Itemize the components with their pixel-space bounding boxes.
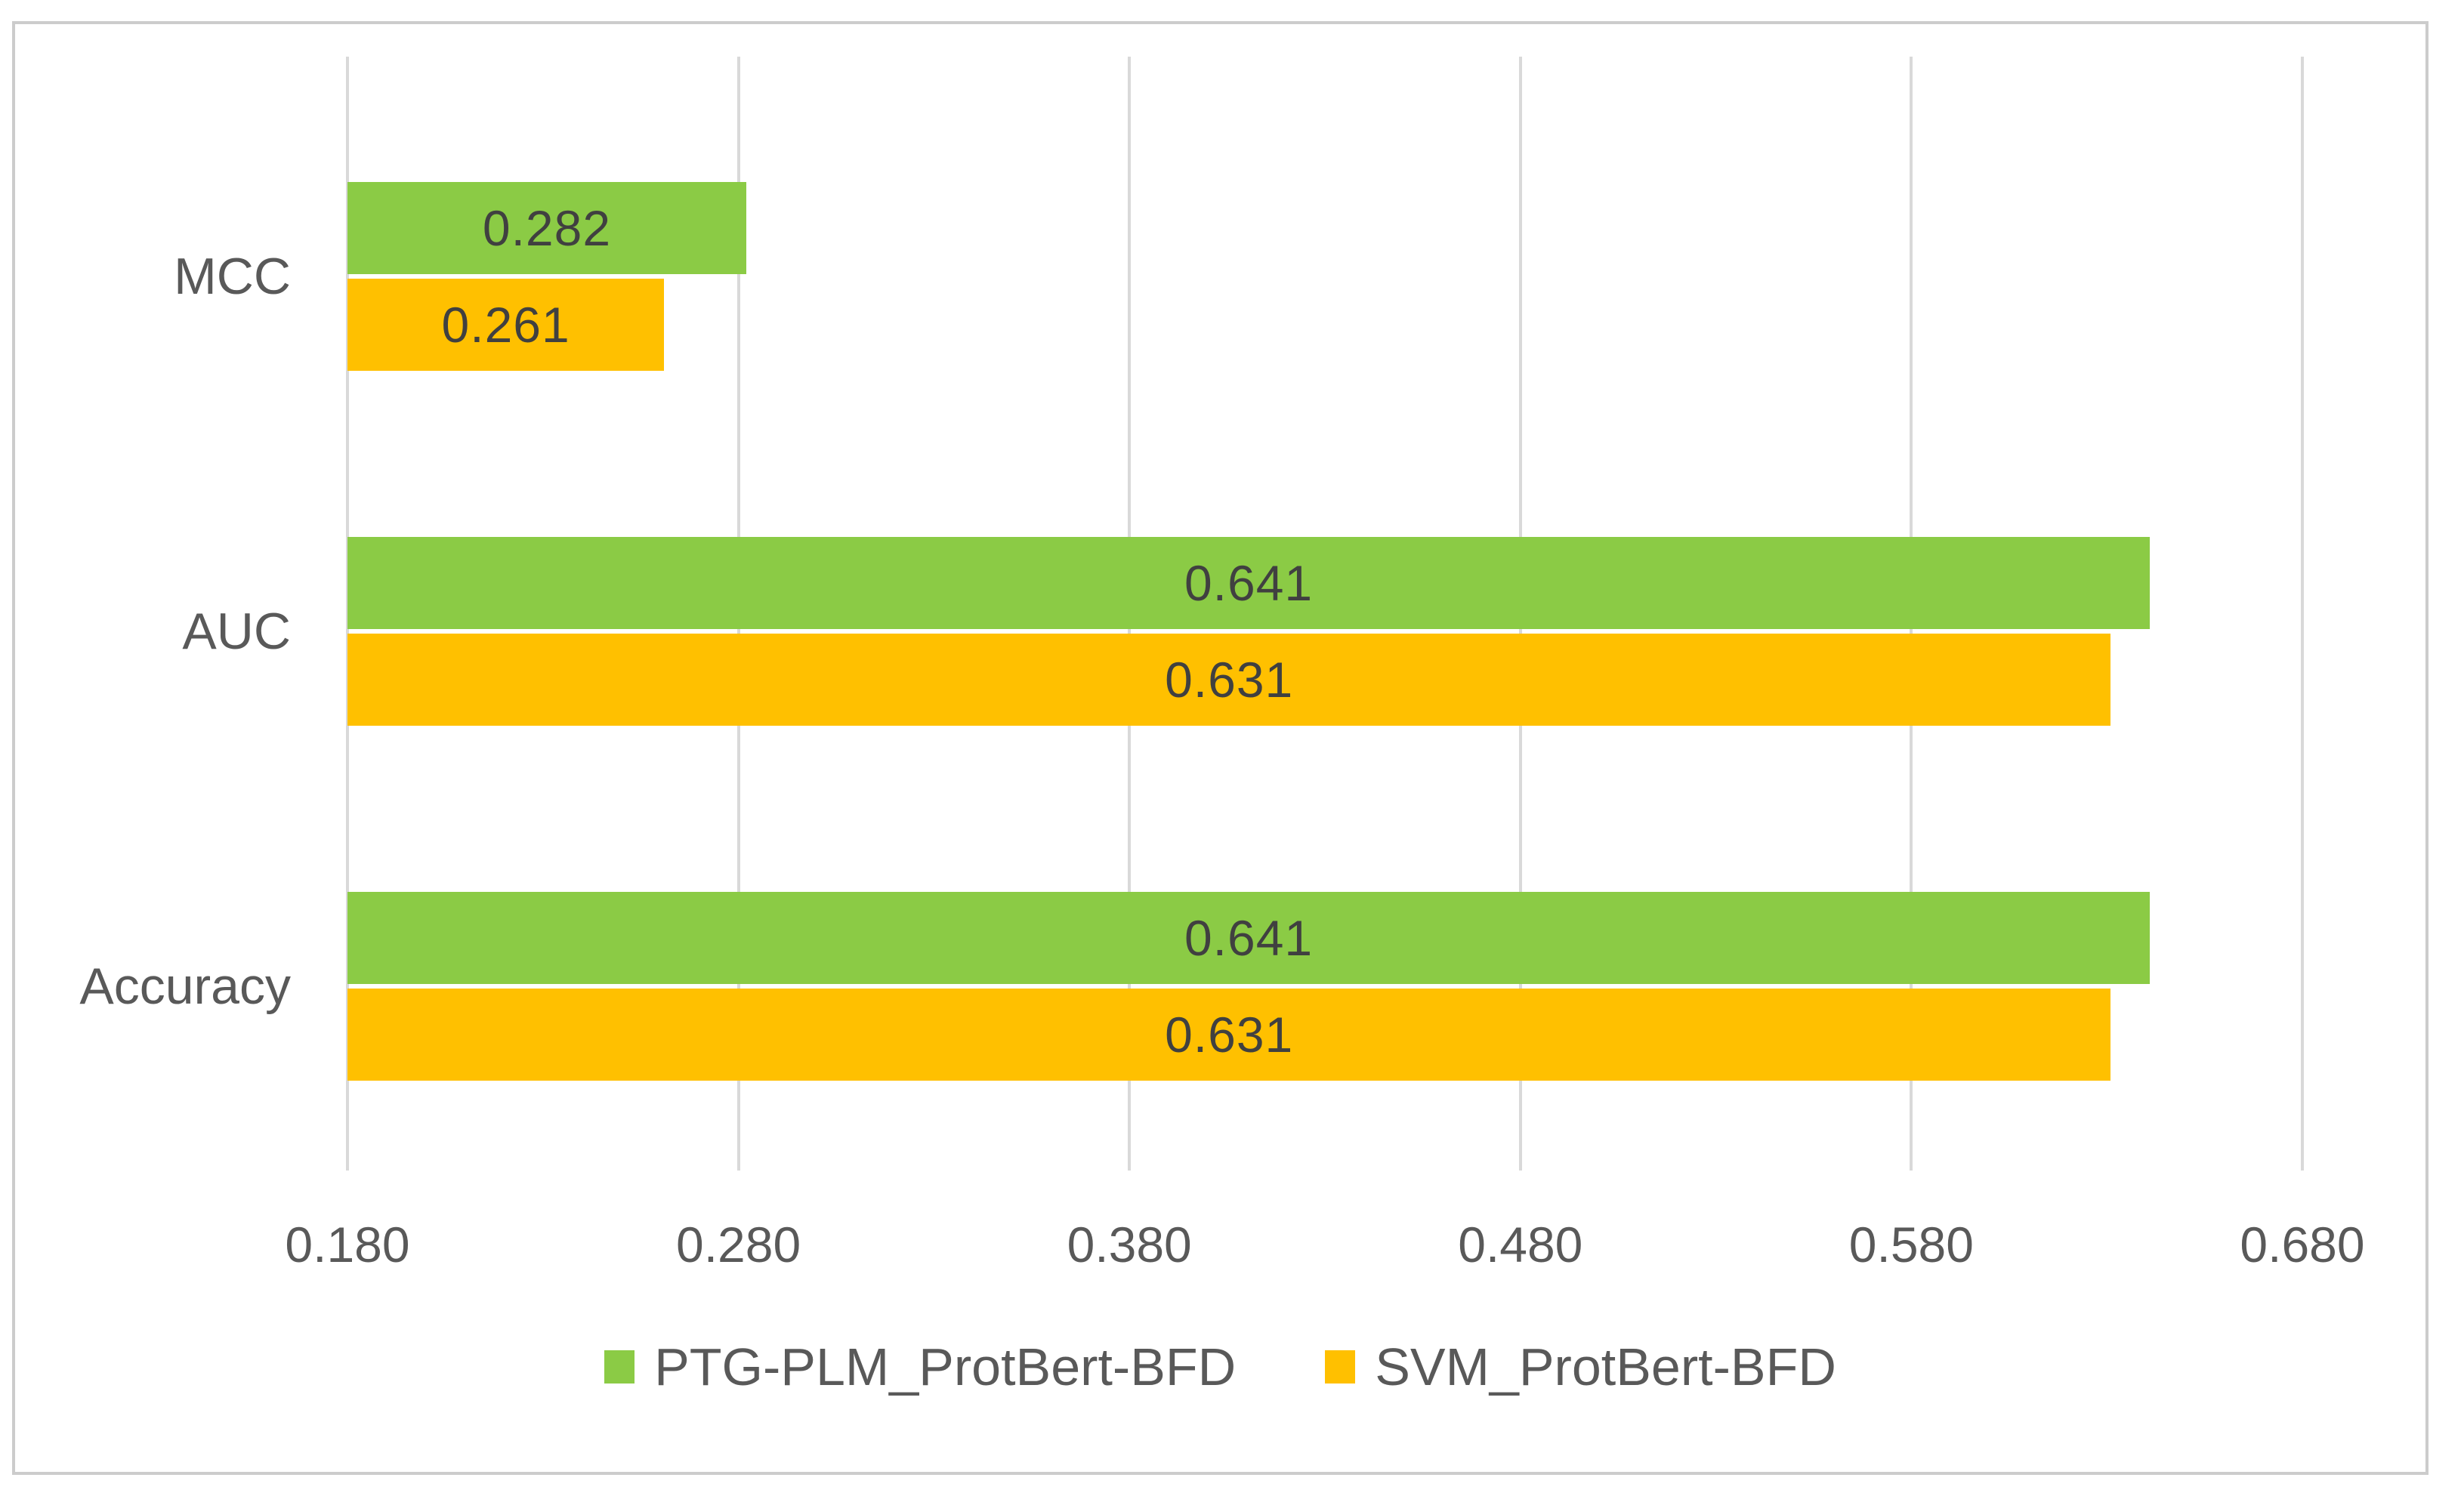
data-label: 0.282 (482, 200, 612, 256)
bar-SVM_ProtBert-BFD-AUC: 0.631 (347, 634, 2111, 726)
x-tick-label: 0.480 (1458, 1217, 1583, 1272)
legend-item: SVM_ProtBert-BFD (1325, 1337, 1836, 1397)
x-tick-label: 0.280 (676, 1217, 801, 1272)
x-tick-label: 0.380 (1067, 1217, 1192, 1272)
bar-PTG-PLM_ProtBert-BFD-MCC: 0.282 (347, 182, 746, 274)
chart-area: 0.282 0.261 0.641 0.631 0.641 0.631 MCC AUC Acc… (12, 21, 2428, 1475)
legend-label: SVM_ProtBert-BFD (1375, 1337, 1836, 1396)
legend-label: PTG-PLM_ProtBert-BFD (654, 1337, 1237, 1396)
legend: PTG-PLM_ProtBert-BFD SVM_ProtBert-BFD (15, 1337, 2425, 1397)
bar-SVM_ProtBert-BFD-MCC: 0.261 (347, 279, 665, 371)
bar-SVM_ProtBert-BFD-Accuracy: 0.631 (347, 989, 2111, 1081)
legend-item: PTG-PLM_ProtBert-BFD (604, 1337, 1236, 1397)
data-label: 0.641 (1184, 555, 1314, 611)
data-label: 0.631 (1165, 1007, 1294, 1063)
x-tick-label: 0.680 (2240, 1217, 2365, 1272)
category-label: Accuracy (79, 958, 291, 1015)
category-label: AUC (182, 603, 291, 660)
category-label: MCC (174, 248, 291, 305)
bar-PTG-PLM_ProtBert-BFD-Accuracy: 0.641 (347, 892, 2151, 984)
gridline (2301, 57, 2304, 1171)
bar-PTG-PLM_ProtBert-BFD-AUC: 0.641 (347, 537, 2151, 629)
x-tick-label: 0.580 (1848, 1217, 1974, 1272)
x-tick-label: 0.180 (285, 1217, 410, 1272)
data-label: 0.641 (1184, 910, 1314, 966)
legend-swatch-icon (604, 1350, 635, 1383)
data-label: 0.631 (1165, 652, 1294, 708)
legend-swatch-icon (1325, 1350, 1356, 1383)
data-label: 0.261 (441, 297, 570, 353)
